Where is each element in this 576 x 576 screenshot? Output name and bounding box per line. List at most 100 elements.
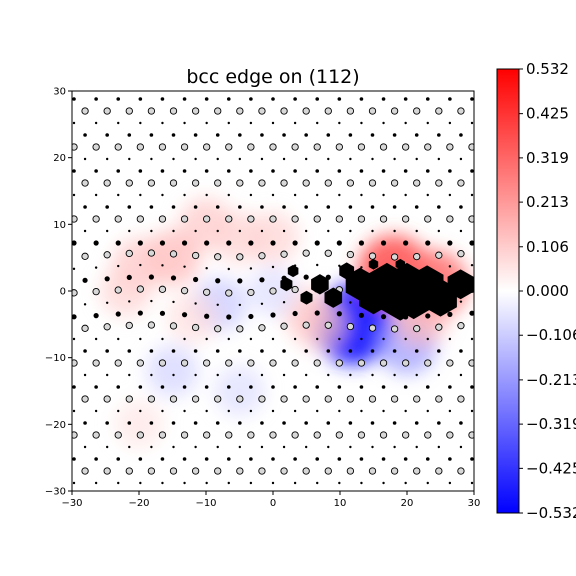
atom-open <box>435 395 443 403</box>
atom-open <box>236 467 244 475</box>
atom-open <box>225 215 233 223</box>
atom-dot <box>459 421 463 425</box>
atom-small <box>459 373 463 377</box>
atom-open <box>346 107 355 115</box>
atom-dot <box>127 349 132 353</box>
atom-open <box>280 395 288 403</box>
atom-small <box>282 300 286 304</box>
atom-dot <box>315 97 320 101</box>
disregistry-hexagon <box>324 287 343 308</box>
atom-small <box>293 337 297 341</box>
atom-open <box>346 322 355 331</box>
atom-open <box>302 467 310 475</box>
atom-dot <box>448 169 452 173</box>
atom-small <box>183 265 186 268</box>
colorbar-tick-label: 0.532 <box>526 60 569 78</box>
atom-dot <box>260 349 264 353</box>
atom-open <box>81 395 89 403</box>
atom-small <box>249 409 253 413</box>
atom-small <box>238 373 242 377</box>
atom-small <box>448 481 452 485</box>
atom-small <box>349 229 352 233</box>
atom-dot <box>315 169 320 173</box>
atom-small <box>172 373 175 377</box>
atom-small <box>205 267 208 270</box>
atom-small <box>150 373 153 377</box>
atom-dot <box>359 169 364 173</box>
atom-open <box>446 215 454 223</box>
atom-small <box>360 481 363 485</box>
atom-small <box>139 193 142 197</box>
atom-open <box>469 72 475 78</box>
atom-small <box>83 303 87 306</box>
atom-dot <box>337 169 342 173</box>
atom-open <box>258 107 266 115</box>
atom-dot <box>137 240 143 246</box>
atom-small <box>393 445 396 449</box>
atom-small <box>349 301 352 304</box>
atom-open <box>125 321 133 330</box>
atom-small <box>459 157 463 161</box>
atom-small <box>327 229 330 233</box>
atom-dot <box>392 133 397 137</box>
field-blob <box>99 265 152 317</box>
atom-dot <box>425 385 430 389</box>
atom-small <box>360 337 363 341</box>
atom-dot <box>72 385 76 389</box>
atom-open <box>136 359 144 367</box>
y-tick-label: −30 <box>45 487 66 498</box>
atom-small <box>438 86 440 88</box>
atom-dot <box>159 240 166 246</box>
atom-dot <box>336 240 342 246</box>
atom-open <box>446 431 454 439</box>
atom-dot <box>259 277 265 283</box>
atom-dot <box>204 385 209 389</box>
atom-small <box>205 409 208 413</box>
atom-dot <box>314 240 320 246</box>
atom-dot <box>282 421 286 425</box>
atom-dot <box>94 97 98 101</box>
atom-dot <box>348 205 353 209</box>
atom-open <box>214 325 222 333</box>
atom-open <box>214 395 222 403</box>
atom-dot <box>215 421 220 425</box>
atom-open <box>413 324 421 333</box>
atom-small <box>205 481 208 485</box>
x-tick-label: 20 <box>401 498 414 509</box>
atom-small <box>216 445 219 449</box>
atom-open <box>313 143 321 151</box>
atom-dot <box>348 133 353 137</box>
atom-dot <box>437 421 441 425</box>
atom-small <box>371 157 374 161</box>
atom-open <box>103 395 111 403</box>
atom-small <box>460 86 462 88</box>
atom-small <box>371 229 374 233</box>
atom-dot <box>204 97 209 101</box>
atom-open <box>302 179 310 187</box>
atom-small <box>426 337 429 341</box>
atom-open <box>380 72 386 78</box>
atom-dot <box>260 421 264 425</box>
atom-small <box>437 373 441 377</box>
atom-open <box>324 107 332 115</box>
atom-open <box>191 467 200 475</box>
atom-open <box>136 143 144 151</box>
atom-small <box>72 337 76 341</box>
atom-open <box>324 467 332 475</box>
atom-open <box>125 249 133 258</box>
x-tick-label: 30 <box>468 498 481 509</box>
atom-small <box>238 157 242 161</box>
atom-dot <box>238 205 242 209</box>
field-blob <box>167 292 218 343</box>
atom-dot <box>459 205 463 209</box>
atom-dot <box>459 493 463 497</box>
atom-open <box>424 143 432 151</box>
atom-dot <box>359 385 364 389</box>
atom-dot <box>171 421 176 425</box>
atom-open <box>125 107 133 115</box>
atom-dot <box>380 240 387 246</box>
atom-dot <box>469 310 474 316</box>
atom-open <box>103 107 111 115</box>
atom-small <box>260 445 264 449</box>
atom-dot <box>149 349 154 353</box>
